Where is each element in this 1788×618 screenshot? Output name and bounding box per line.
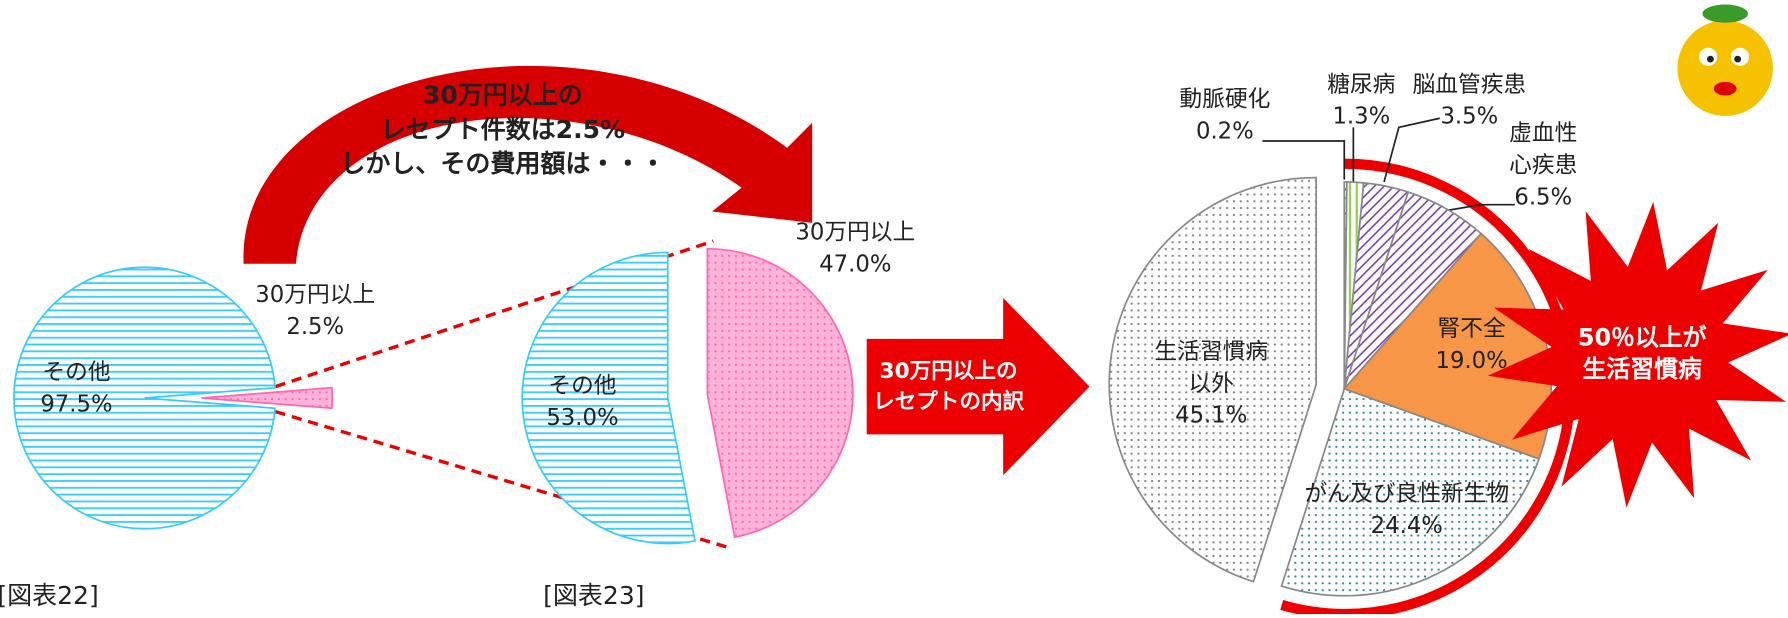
value-label: 1.3% xyxy=(1332,104,1390,130)
slice-label: がん及び良性新生物 xyxy=(1304,481,1509,507)
pie-slice xyxy=(1108,176,1318,583)
leader-line xyxy=(1440,203,1515,213)
value-label: 6.5% xyxy=(1514,184,1572,210)
leader-line xyxy=(1262,140,1346,180)
burst-label: 50％以上が xyxy=(1578,323,1707,351)
slice-label: 生活習慣病 xyxy=(1154,339,1268,365)
slice-label: その他 xyxy=(42,359,110,385)
slice-label: 虚血性 xyxy=(1509,121,1577,147)
caption: [図表23] xyxy=(543,581,644,610)
slice-label: 心疾患 xyxy=(1509,153,1577,179)
slice-label: 30万円以上 xyxy=(255,282,375,308)
mascot xyxy=(1677,4,1773,116)
pie-slice xyxy=(13,266,276,530)
burst-label: 生活習慣病 xyxy=(1583,355,1702,383)
pie-slice xyxy=(521,251,696,545)
curved-arrow xyxy=(243,65,813,264)
value-label: 53.0% xyxy=(546,405,618,431)
right-arrow xyxy=(866,297,1090,476)
starburst xyxy=(1487,201,1788,508)
arrow-caption: レセプト件数は2.5% xyxy=(381,115,625,144)
arrow-caption: しかし、その費用額は・・・ xyxy=(340,149,665,178)
caption: [図表22] xyxy=(0,581,99,610)
value-label: 97.5% xyxy=(40,391,112,417)
arrow-label: レセプトの内訳 xyxy=(873,389,1025,415)
slice-label: その他 xyxy=(548,373,616,399)
pie-slice xyxy=(201,386,334,410)
value-label: 3.5% xyxy=(1440,104,1498,130)
value-label: 24.4% xyxy=(1371,513,1443,539)
value-label: 19.0% xyxy=(1435,348,1507,374)
slice-label: 糖尿病 xyxy=(1327,72,1395,98)
leader-line xyxy=(1383,117,1440,183)
pie-slice xyxy=(1280,387,1541,597)
slice-label: 腎不全 xyxy=(1438,316,1506,342)
value-label: 0.2% xyxy=(1196,118,1254,144)
value-label: 45.1% xyxy=(1175,403,1247,429)
value-label: 47.0% xyxy=(819,251,891,277)
value-label: 2.5% xyxy=(286,314,344,340)
pie-slice xyxy=(706,247,854,539)
arrow-label: 30万円以上の xyxy=(880,359,1018,384)
slice-label: 以外 xyxy=(1188,371,1233,397)
slice-label: 30万円以上 xyxy=(795,220,915,246)
slice-label: 動脈硬化 xyxy=(1179,87,1270,113)
arrow-caption: 30万円以上の xyxy=(423,81,583,110)
slice-label: 脳血管疾患 xyxy=(1412,72,1526,98)
